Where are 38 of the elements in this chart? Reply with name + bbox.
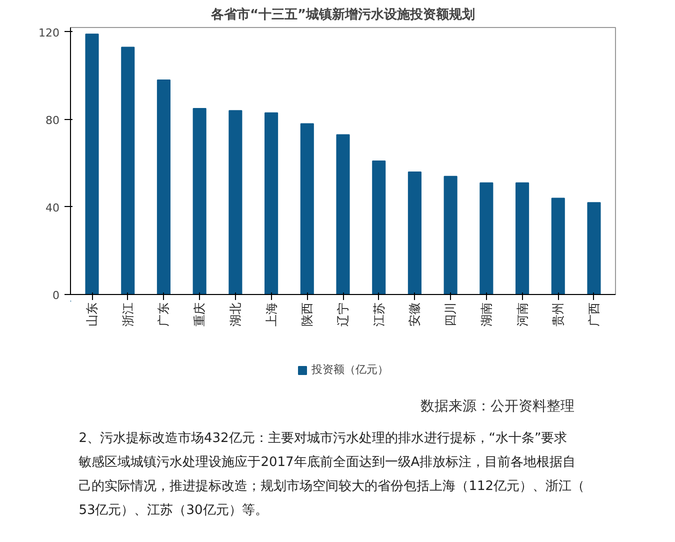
- x-tick-label: 安徽: [408, 302, 422, 326]
- x-tick-label: 上海: [264, 302, 278, 326]
- x-tick-label: 贵州: [551, 302, 566, 326]
- bar: [121, 46, 135, 294]
- bar: [587, 202, 601, 294]
- bar: [516, 182, 530, 294]
- x-tick-label: 湖北: [228, 302, 242, 326]
- text: 2、污水提标改造市场432亿元：主要对城市污水处理的排水进行提标，“水十条”要求敏感区域城镇污水处理设施应于2017年底前全面达到一级A排放标注，目前各地根据自己的实际情况，推进提标改造；规划市场空间较大的省份包括上海（112亿元）、浙江（53亿元）、江苏（30亿元）等。: [78, 430, 585, 518]
- bar: [336, 134, 350, 294]
- y-tick-label: 0: [52, 289, 60, 302]
- bar: [300, 123, 314, 294]
- chart-title: 各省市“十三五”城镇新增污水设施投资额规划: [210, 6, 476, 22]
- y-tick-label: 80: [46, 114, 60, 127]
- bar: [264, 112, 278, 294]
- bar: [444, 176, 458, 294]
- x-tick-label: 浙江: [120, 302, 135, 326]
- x-tick-label: 江苏: [372, 302, 386, 326]
- bar: [156, 80, 170, 294]
- y-tick-label: 40: [46, 201, 60, 214]
- x-tick-label: 重庆: [192, 302, 207, 326]
- bar: [408, 171, 422, 294]
- bar: [480, 182, 494, 294]
- y-tick-label: 120: [38, 26, 60, 40]
- bar: [85, 34, 99, 294]
- x-tick-label: 河南: [515, 302, 530, 326]
- x-tick-label: 广西: [586, 302, 601, 326]
- bar: [228, 110, 242, 294]
- x-tick-label: 山东: [85, 302, 100, 326]
- x-tick-label: 辽宁: [336, 302, 350, 326]
- source-note: 数据来源：公开资料整理: [420, 398, 575, 414]
- x-tick-label: 湖南: [479, 302, 494, 326]
- x-tick-label: 四川: [444, 302, 458, 326]
- x-tick-label: 陕西: [300, 302, 314, 326]
- x-tick-label: 广东: [156, 302, 171, 326]
- bar: [372, 160, 386, 294]
- bar: [192, 108, 206, 294]
- bar: [551, 198, 565, 294]
- legend-label: 投资额（亿元）: [312, 362, 388, 377]
